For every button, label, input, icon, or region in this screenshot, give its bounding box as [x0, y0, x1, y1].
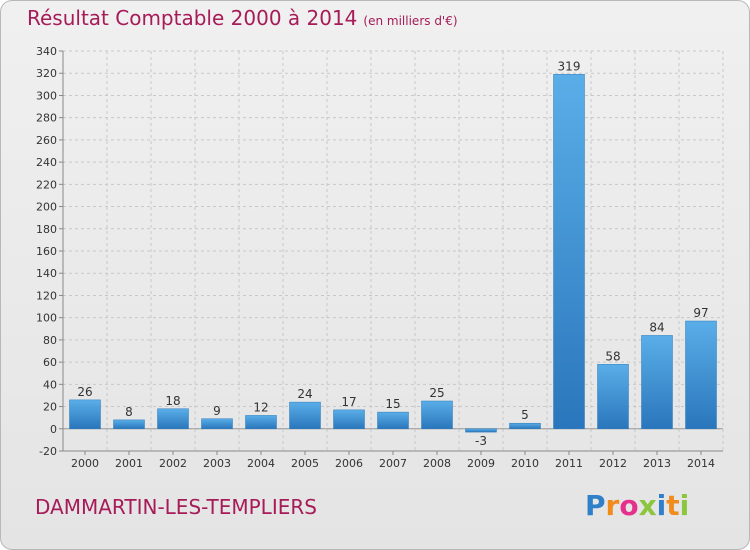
logo-letter: o — [619, 489, 639, 522]
logo-letter: i — [656, 489, 667, 522]
data-label: 84 — [649, 320, 664, 334]
bar — [421, 400, 453, 430]
y-tick-label: 300 — [36, 89, 57, 102]
bar — [157, 408, 189, 430]
x-tick-label: 2000 — [71, 457, 99, 470]
y-tick-label: 200 — [36, 201, 57, 214]
chart-title: Résultat Comptable 2000 à 2014 (en millie… — [27, 6, 458, 30]
x-tick-label: 2001 — [115, 457, 143, 470]
data-label: 5 — [521, 408, 529, 422]
y-tick-label: 160 — [36, 245, 57, 258]
data-label: 15 — [385, 397, 400, 411]
x-tick-label: 2011 — [555, 457, 583, 470]
x-tick-label: 2008 — [423, 457, 451, 470]
y-tick-label: 240 — [36, 156, 57, 169]
y-tick-label: 20 — [43, 401, 57, 414]
bar — [597, 364, 629, 430]
data-labels: 26 8 18 9 12 24 17 15 25 -3 5 319 58 84 97 — [77, 59, 708, 448]
y-tick-label: 120 — [36, 289, 57, 302]
y-tick-label: 320 — [36, 67, 57, 80]
logo-letter: i — [679, 489, 690, 522]
data-label: -3 — [475, 434, 487, 448]
y-tick-label: 180 — [36, 223, 57, 236]
data-label: 58 — [605, 349, 620, 363]
bar — [289, 401, 321, 430]
bar — [685, 320, 717, 430]
x-tick-labels: 2000 2001 2002 2003 2004 2005 2006 2007 2008 2009… — [71, 457, 715, 470]
y-tick-label: 60 — [43, 356, 57, 369]
y-tick-labels: -20 0 20 40 60 80 100 120 140 160 180 200 220 240 260 2… — [36, 45, 57, 458]
x-tick-label: 2003 — [203, 457, 231, 470]
x-tick-label: 2013 — [643, 457, 671, 470]
y-tick-label: 140 — [36, 267, 57, 280]
place-name: DAMMARTIN-LES-TEMPLIERS — [35, 495, 317, 519]
y-tick-label: 280 — [36, 112, 57, 125]
data-label: 8 — [125, 405, 133, 419]
data-label: 24 — [297, 387, 312, 401]
logo-letter: P — [585, 489, 606, 522]
data-label: 97 — [693, 306, 708, 320]
bar — [201, 418, 233, 430]
y-tick-label: 40 — [43, 378, 57, 391]
y-tick-label: 260 — [36, 134, 57, 147]
x-tick-label: 2007 — [379, 457, 407, 470]
bars — [69, 74, 717, 433]
bar — [69, 399, 101, 430]
y-tick-label: 220 — [36, 178, 57, 191]
logo-letter: r — [605, 489, 620, 522]
data-label: 18 — [165, 394, 180, 408]
x-tick-label: 2005 — [291, 457, 319, 470]
x-tick-label: 2006 — [335, 457, 363, 470]
data-label: 25 — [429, 386, 444, 400]
y-tick-label: 340 — [36, 45, 57, 58]
x-tick-label: 2004 — [247, 457, 275, 470]
bar — [553, 74, 585, 430]
bar — [509, 422, 541, 430]
bar — [465, 428, 497, 433]
x-tick-label: 2014 — [687, 457, 715, 470]
proxiti-logo: Proxiti — [585, 489, 689, 522]
logo-letter: x — [638, 489, 657, 522]
x-tick-label: 2012 — [599, 457, 627, 470]
data-label: 26 — [77, 385, 92, 399]
chart-unit: (en milliers d'€) — [363, 14, 458, 28]
data-label: 319 — [558, 59, 581, 73]
bar — [245, 415, 277, 430]
bar — [377, 411, 409, 430]
x-tick-label: 2009 — [467, 457, 495, 470]
chart-title-text: Résultat Comptable 2000 à 2014 — [27, 6, 358, 30]
y-tick-label: 80 — [43, 334, 57, 347]
bar — [641, 335, 673, 430]
y-tick-label: -20 — [39, 445, 57, 458]
y-tick-label: 0 — [50, 423, 57, 436]
x-tick-label: 2002 — [159, 457, 187, 470]
x-tick-label: 2010 — [511, 457, 539, 470]
data-label: 17 — [341, 395, 356, 409]
data-label: 12 — [253, 400, 268, 414]
data-label: 9 — [213, 404, 221, 418]
bar — [333, 409, 365, 430]
bar — [113, 419, 145, 430]
logo-letter: t — [666, 489, 680, 522]
y-tick-label: 100 — [36, 312, 57, 325]
